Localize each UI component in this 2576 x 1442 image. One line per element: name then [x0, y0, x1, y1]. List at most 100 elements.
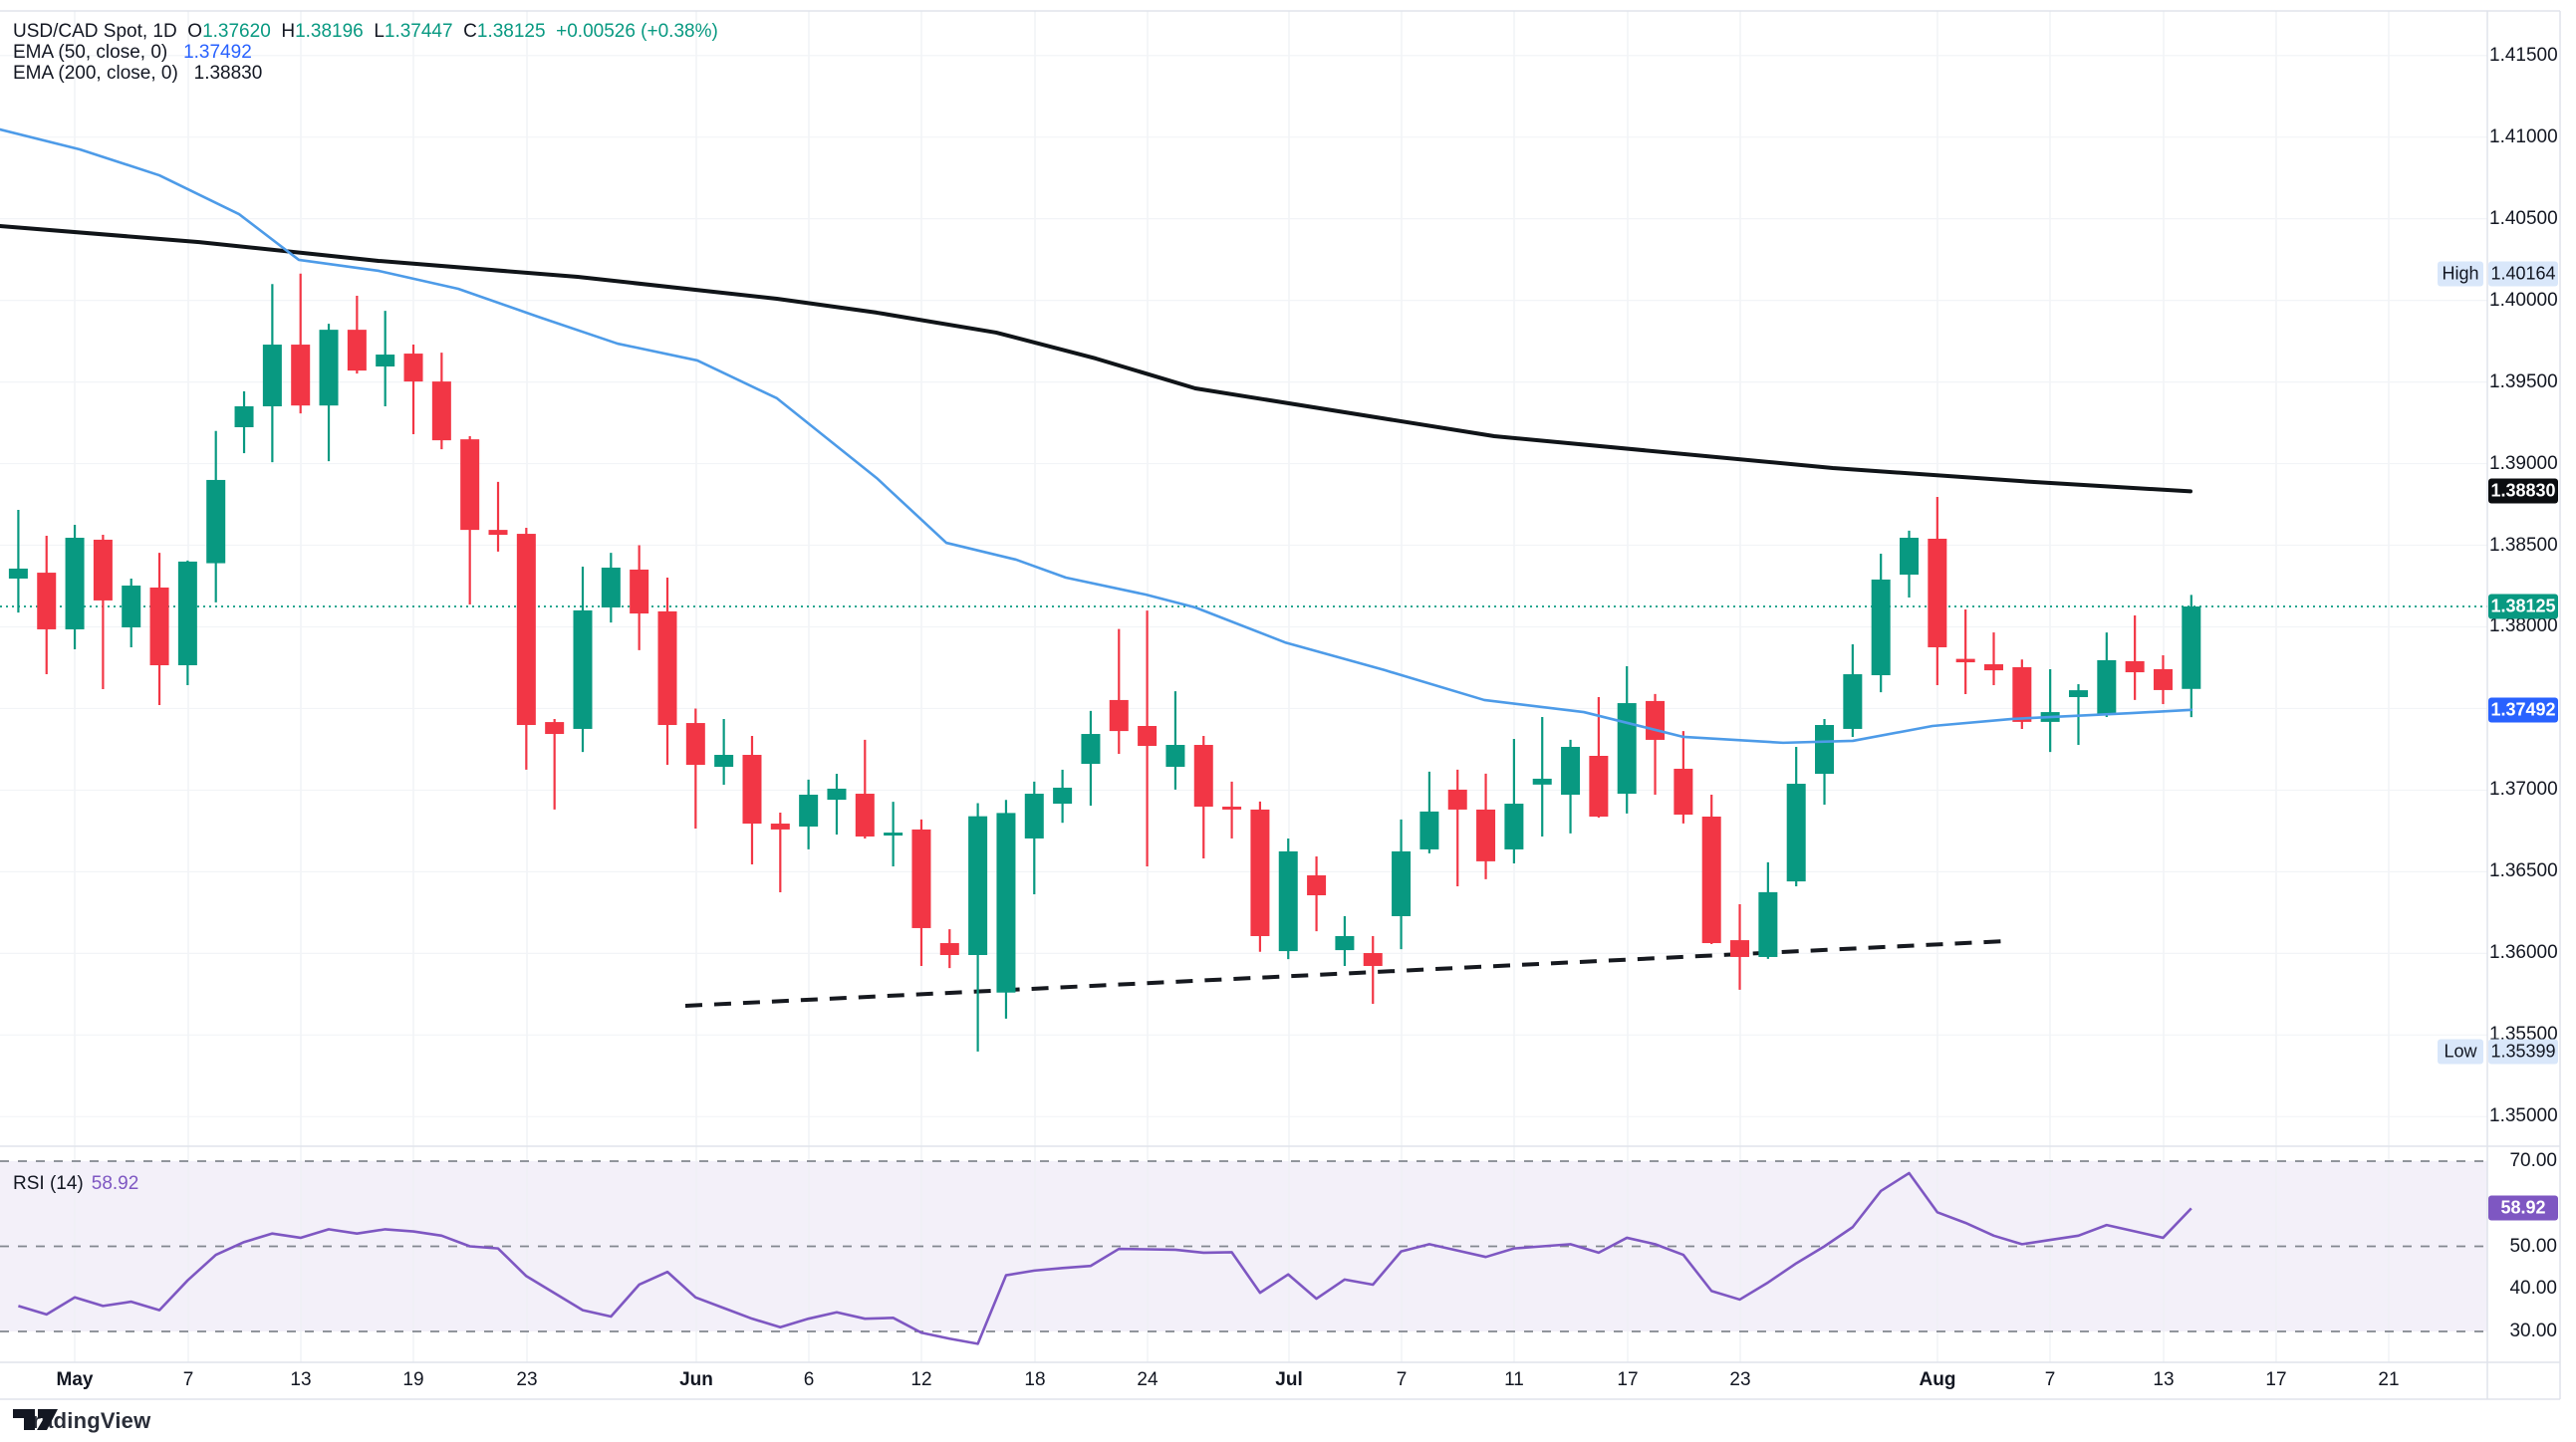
open-value: 1.37620 [202, 21, 271, 42]
price-tick-label: 1.36500 [2489, 860, 2558, 882]
candle-body [122, 586, 141, 627]
time-tick-label: Aug [1919, 1369, 1956, 1390]
candle-body [291, 345, 311, 406]
price-tick-label: 1.40500 [2489, 207, 2558, 229]
candle-body [2068, 690, 2088, 697]
candle-body [1646, 700, 1666, 740]
candle-body [601, 567, 621, 607]
candle-body [1786, 784, 1806, 882]
time-tick-label: 11 [1504, 1369, 1524, 1390]
candle-body [1758, 891, 1778, 957]
price-tick-label: 1.41500 [2489, 44, 2558, 66]
candle-body [1024, 794, 1044, 839]
candle-body [685, 723, 705, 766]
candle-body [1447, 789, 1467, 810]
rsi-value-badge: 58.92 [2488, 1195, 2558, 1221]
candle-body [2182, 606, 2201, 689]
candle-body [2097, 659, 2117, 715]
candle-body [1476, 809, 1496, 861]
time-tick-label: 13 [2153, 1369, 2175, 1390]
candle-body [177, 561, 197, 666]
time-tick-label: 18 [1024, 1369, 1046, 1390]
close-value: 1.38125 [476, 21, 546, 42]
candle-body [1589, 756, 1609, 817]
price-tick-label: 1.38000 [2489, 615, 2558, 637]
candle-body [657, 610, 677, 726]
time-tick-label: Jun [679, 1369, 713, 1390]
low-range-badge: Low [2438, 1039, 2483, 1065]
candle-body [1193, 745, 1213, 807]
candle-body [2153, 668, 2173, 690]
symbol-title: USD/CAD Spot, 1D [13, 21, 177, 42]
ema200-legend-row: EMA (200, close, 0) 1.38830 [13, 63, 718, 84]
candle-body [2012, 666, 2032, 722]
candle-body [516, 534, 536, 726]
candle-body [149, 587, 169, 666]
candle-body [827, 788, 847, 801]
price-tick-label: 1.39500 [2489, 370, 2558, 392]
candle-body [1674, 768, 1693, 816]
candle-body [1900, 537, 1920, 576]
candle-body [262, 345, 282, 407]
symbol-legend: USD/CAD Spot, 1D O1.37620 H1.38196 L1.37… [13, 21, 718, 84]
close-key: C [463, 21, 477, 42]
time-tick-label: 23 [1729, 1369, 1751, 1390]
candle-body [1928, 538, 1947, 647]
candle-body [460, 439, 480, 531]
time-tick-label: 17 [2265, 1369, 2287, 1390]
candle-body [1307, 875, 1327, 895]
rsi-line [18, 1171, 2192, 1345]
rsi-tick-label: 50.00 [2509, 1235, 2557, 1257]
time-tick-label: 13 [290, 1369, 312, 1390]
ema200-line [0, 224, 2192, 494]
candle-body [968, 816, 988, 955]
time-tick-label: Jul [1275, 1369, 1303, 1390]
rsi-label: RSI (14) [13, 1173, 84, 1194]
candle-body [1081, 734, 1101, 765]
candle-body [1701, 816, 1721, 944]
high-range-value-badge: 1.40164 [2488, 261, 2558, 287]
candle-body [884, 833, 903, 836]
candle-body [714, 755, 734, 767]
candle-body [1419, 811, 1439, 849]
candle-body [1730, 940, 1750, 957]
ema200-price-badge: 1.38830 [2488, 478, 2558, 504]
rsi-tick-label: 40.00 [2509, 1278, 2557, 1300]
high-value: 1.38196 [295, 21, 364, 42]
ema50-legend-row: EMA (50, close, 0) 1.37492 [13, 42, 718, 63]
candle-body [93, 539, 113, 601]
ema50-value: 1.37492 [183, 42, 252, 63]
price-tick-label: 1.41000 [2489, 125, 2558, 147]
candle-body [431, 381, 451, 441]
candle-body [996, 813, 1016, 993]
candle-body [1984, 664, 2003, 671]
candle-body [742, 755, 762, 825]
time-tick-label: 24 [1137, 1369, 1159, 1390]
rsi-legend: RSI (14) 58.92 [13, 1173, 138, 1195]
candle-body [1871, 579, 1891, 676]
time-tick-label: 6 [803, 1369, 815, 1390]
time-tick-label: 23 [516, 1369, 538, 1390]
time-tick-label: 7 [1396, 1369, 1408, 1390]
time-tick-label: May [56, 1369, 94, 1390]
price-tick-label: 1.38500 [2489, 534, 2558, 556]
candle-body [1250, 809, 1270, 936]
time-tick-label: 21 [2378, 1369, 2400, 1390]
low-range-value-badge: 1.35399 [2488, 1039, 2558, 1065]
candle-body [234, 406, 254, 427]
ema50-line [0, 127, 2193, 745]
candle-body [630, 569, 649, 614]
ema200-label: EMA (200, close, 0) [13, 63, 178, 84]
ema50-label: EMA (50, close, 0) [13, 42, 168, 63]
price-tick-label: 1.35000 [2489, 1105, 2558, 1127]
candle-body [1955, 658, 1975, 663]
candle-body [347, 330, 367, 371]
candle-body [1363, 953, 1383, 966]
price-tick-label: 1.39000 [2489, 452, 2558, 474]
candle-body [319, 330, 339, 406]
time-tick-label: 7 [2044, 1369, 2056, 1390]
low-value: 1.37447 [384, 21, 453, 42]
tradingview-logo[interactable]: TradingView [13, 1408, 150, 1434]
